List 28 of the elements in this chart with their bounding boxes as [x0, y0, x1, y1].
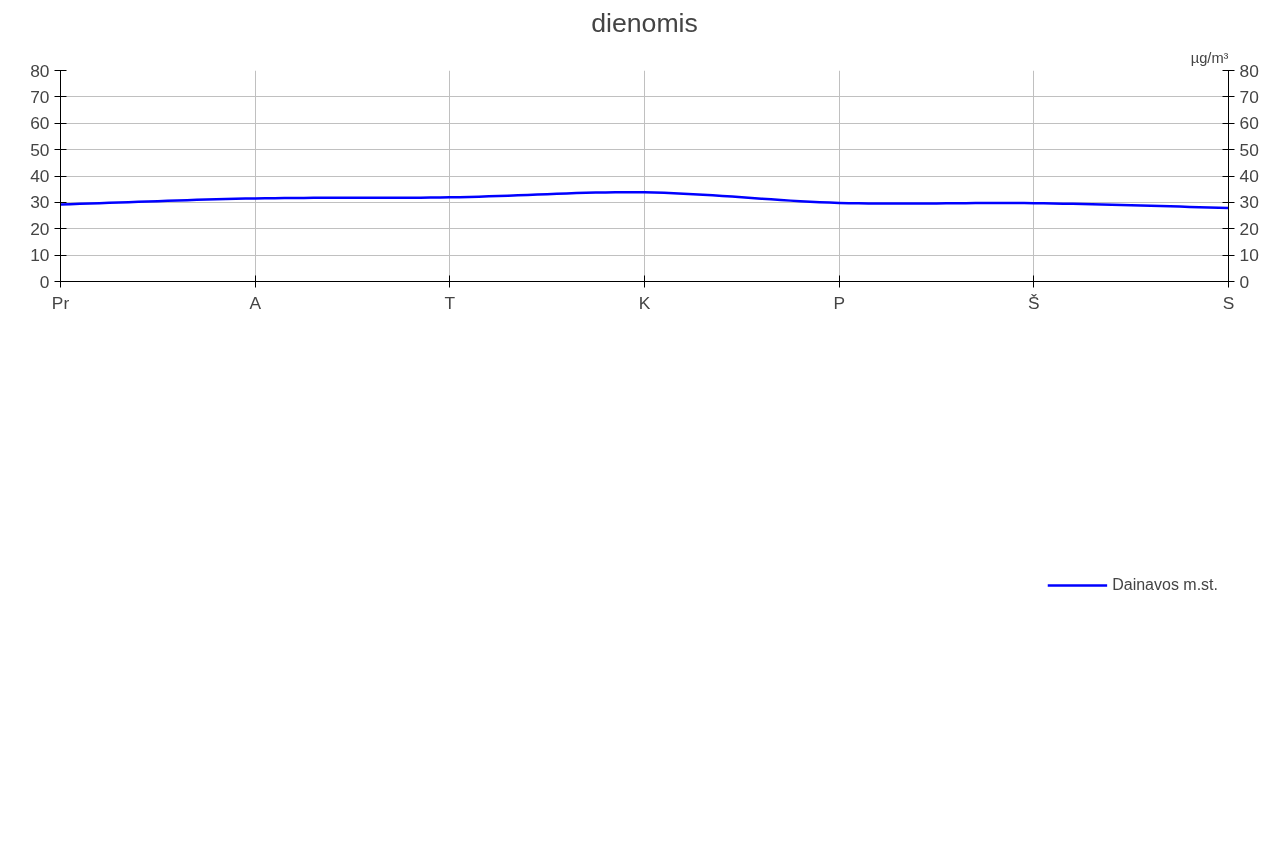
y-tick-label: 20	[30, 218, 50, 239]
y2-axis-title: µg/m³	[1190, 49, 1229, 66]
legend-label: Dainavos m.st.	[1112, 576, 1218, 594]
y-tick-label: 40	[30, 166, 50, 186]
y2-tick-label: 40	[1239, 166, 1259, 186]
x-tick-label: K	[638, 292, 651, 313]
y-tick-label: 30	[30, 192, 50, 213]
y2-tick-label: 70	[1239, 86, 1259, 107]
y2-tick-label: 80	[1239, 60, 1259, 81]
y-tick-label: 10	[30, 245, 50, 266]
x-tick-label: T	[444, 292, 456, 313]
x-tick-label: P	[833, 292, 845, 313]
y-tick-label: 50	[30, 139, 50, 160]
y-tick-label: 70	[30, 86, 50, 107]
chart-title: dienomis	[591, 7, 698, 38]
x-tick-label: Pr	[51, 292, 70, 313]
y2-tick-label: 60	[1239, 113, 1259, 134]
x-tick-label: A	[249, 292, 262, 313]
x-tick-label: Š	[1028, 292, 1040, 313]
y2-tick-label: 30	[1239, 192, 1259, 213]
y2-tick-label: 10	[1239, 245, 1259, 266]
x-tick-label: S	[1222, 292, 1235, 313]
y-tick-label: 60	[30, 113, 50, 134]
y-tick-label: 0	[39, 271, 50, 292]
y2-tick-label: 0	[1239, 271, 1250, 292]
y-tick-label: 80	[30, 60, 50, 81]
y2-tick-label: 50	[1239, 139, 1259, 160]
y2-tick-label: 20	[1239, 218, 1259, 239]
